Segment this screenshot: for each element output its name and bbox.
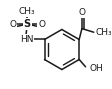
Text: HN: HN: [20, 35, 33, 44]
Text: S: S: [24, 19, 31, 29]
Text: O: O: [38, 20, 45, 29]
Text: O: O: [78, 8, 85, 17]
Text: O: O: [9, 20, 16, 29]
Text: CH₃: CH₃: [19, 7, 35, 16]
Text: CH₃: CH₃: [95, 28, 111, 37]
Text: OH: OH: [88, 64, 102, 73]
